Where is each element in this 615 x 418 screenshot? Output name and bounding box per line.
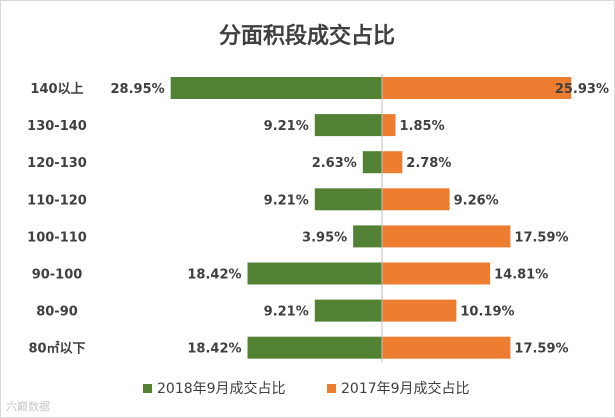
bar-2017 bbox=[382, 151, 403, 174]
value-label-2017: 1.85% bbox=[400, 119, 445, 134]
value-label-2018: 9.21% bbox=[264, 119, 309, 134]
value-label-2017: 2.78% bbox=[406, 156, 451, 171]
value-label-2018: 18.42% bbox=[187, 268, 241, 283]
value-label-2017: 17.59% bbox=[514, 342, 568, 357]
value-label-2017: 10.19% bbox=[460, 305, 514, 320]
value-label-2017: 14.81% bbox=[494, 268, 548, 283]
bar-2018 bbox=[170, 77, 382, 99]
value-label-2018: 18.42% bbox=[187, 342, 241, 357]
bar-2018 bbox=[247, 336, 382, 359]
watermark-logo: 六巅数据 bbox=[6, 400, 50, 413]
chart-title: 分面积段成交占比 bbox=[219, 23, 395, 49]
legend-item-2018-swatch bbox=[143, 384, 152, 393]
bar-2018 bbox=[314, 299, 382, 322]
bar-2017 bbox=[382, 188, 450, 211]
value-label-2018: 28.95% bbox=[111, 82, 165, 97]
legend-item-2018-label: 2018年9月成交占比 bbox=[157, 380, 286, 397]
value-label-2017: 25.93% bbox=[555, 82, 609, 97]
legend-item-2017-swatch bbox=[327, 384, 336, 393]
bar-2017 bbox=[382, 336, 511, 359]
category-label: 90-100 bbox=[32, 268, 83, 283]
bar-2018 bbox=[314, 188, 382, 211]
bar-2018 bbox=[353, 225, 382, 248]
value-label-2018: 9.21% bbox=[264, 193, 309, 208]
bar-2018 bbox=[247, 262, 382, 285]
category-label: 130-140 bbox=[27, 119, 87, 134]
value-label-2017: 9.26% bbox=[454, 193, 499, 208]
value-label-2018: 3.95% bbox=[302, 230, 347, 245]
value-label-2018: 2.63% bbox=[312, 156, 357, 171]
legend-item-2017-label: 2017年9月成交占比 bbox=[341, 380, 470, 397]
bar-2017 bbox=[382, 299, 457, 322]
category-label: 140以上 bbox=[30, 82, 83, 97]
value-label-2018: 9.21% bbox=[264, 305, 309, 320]
value-label-2017: 17.59% bbox=[514, 230, 568, 245]
bar-2017 bbox=[382, 114, 396, 137]
category-label: 120-130 bbox=[27, 156, 87, 171]
category-label: 110-120 bbox=[27, 193, 87, 208]
category-label: 80㎡以下 bbox=[28, 341, 85, 357]
category-label: 80-90 bbox=[36, 305, 78, 320]
legend: 2018年9月成交占比 2017年9月成交占比 bbox=[143, 380, 470, 397]
category-label: 100-110 bbox=[27, 230, 87, 245]
bar-2017 bbox=[382, 77, 572, 99]
bar-2018 bbox=[362, 151, 382, 174]
bar-2017 bbox=[382, 262, 491, 285]
bar-2017 bbox=[382, 225, 511, 248]
bar-2018 bbox=[314, 114, 382, 137]
